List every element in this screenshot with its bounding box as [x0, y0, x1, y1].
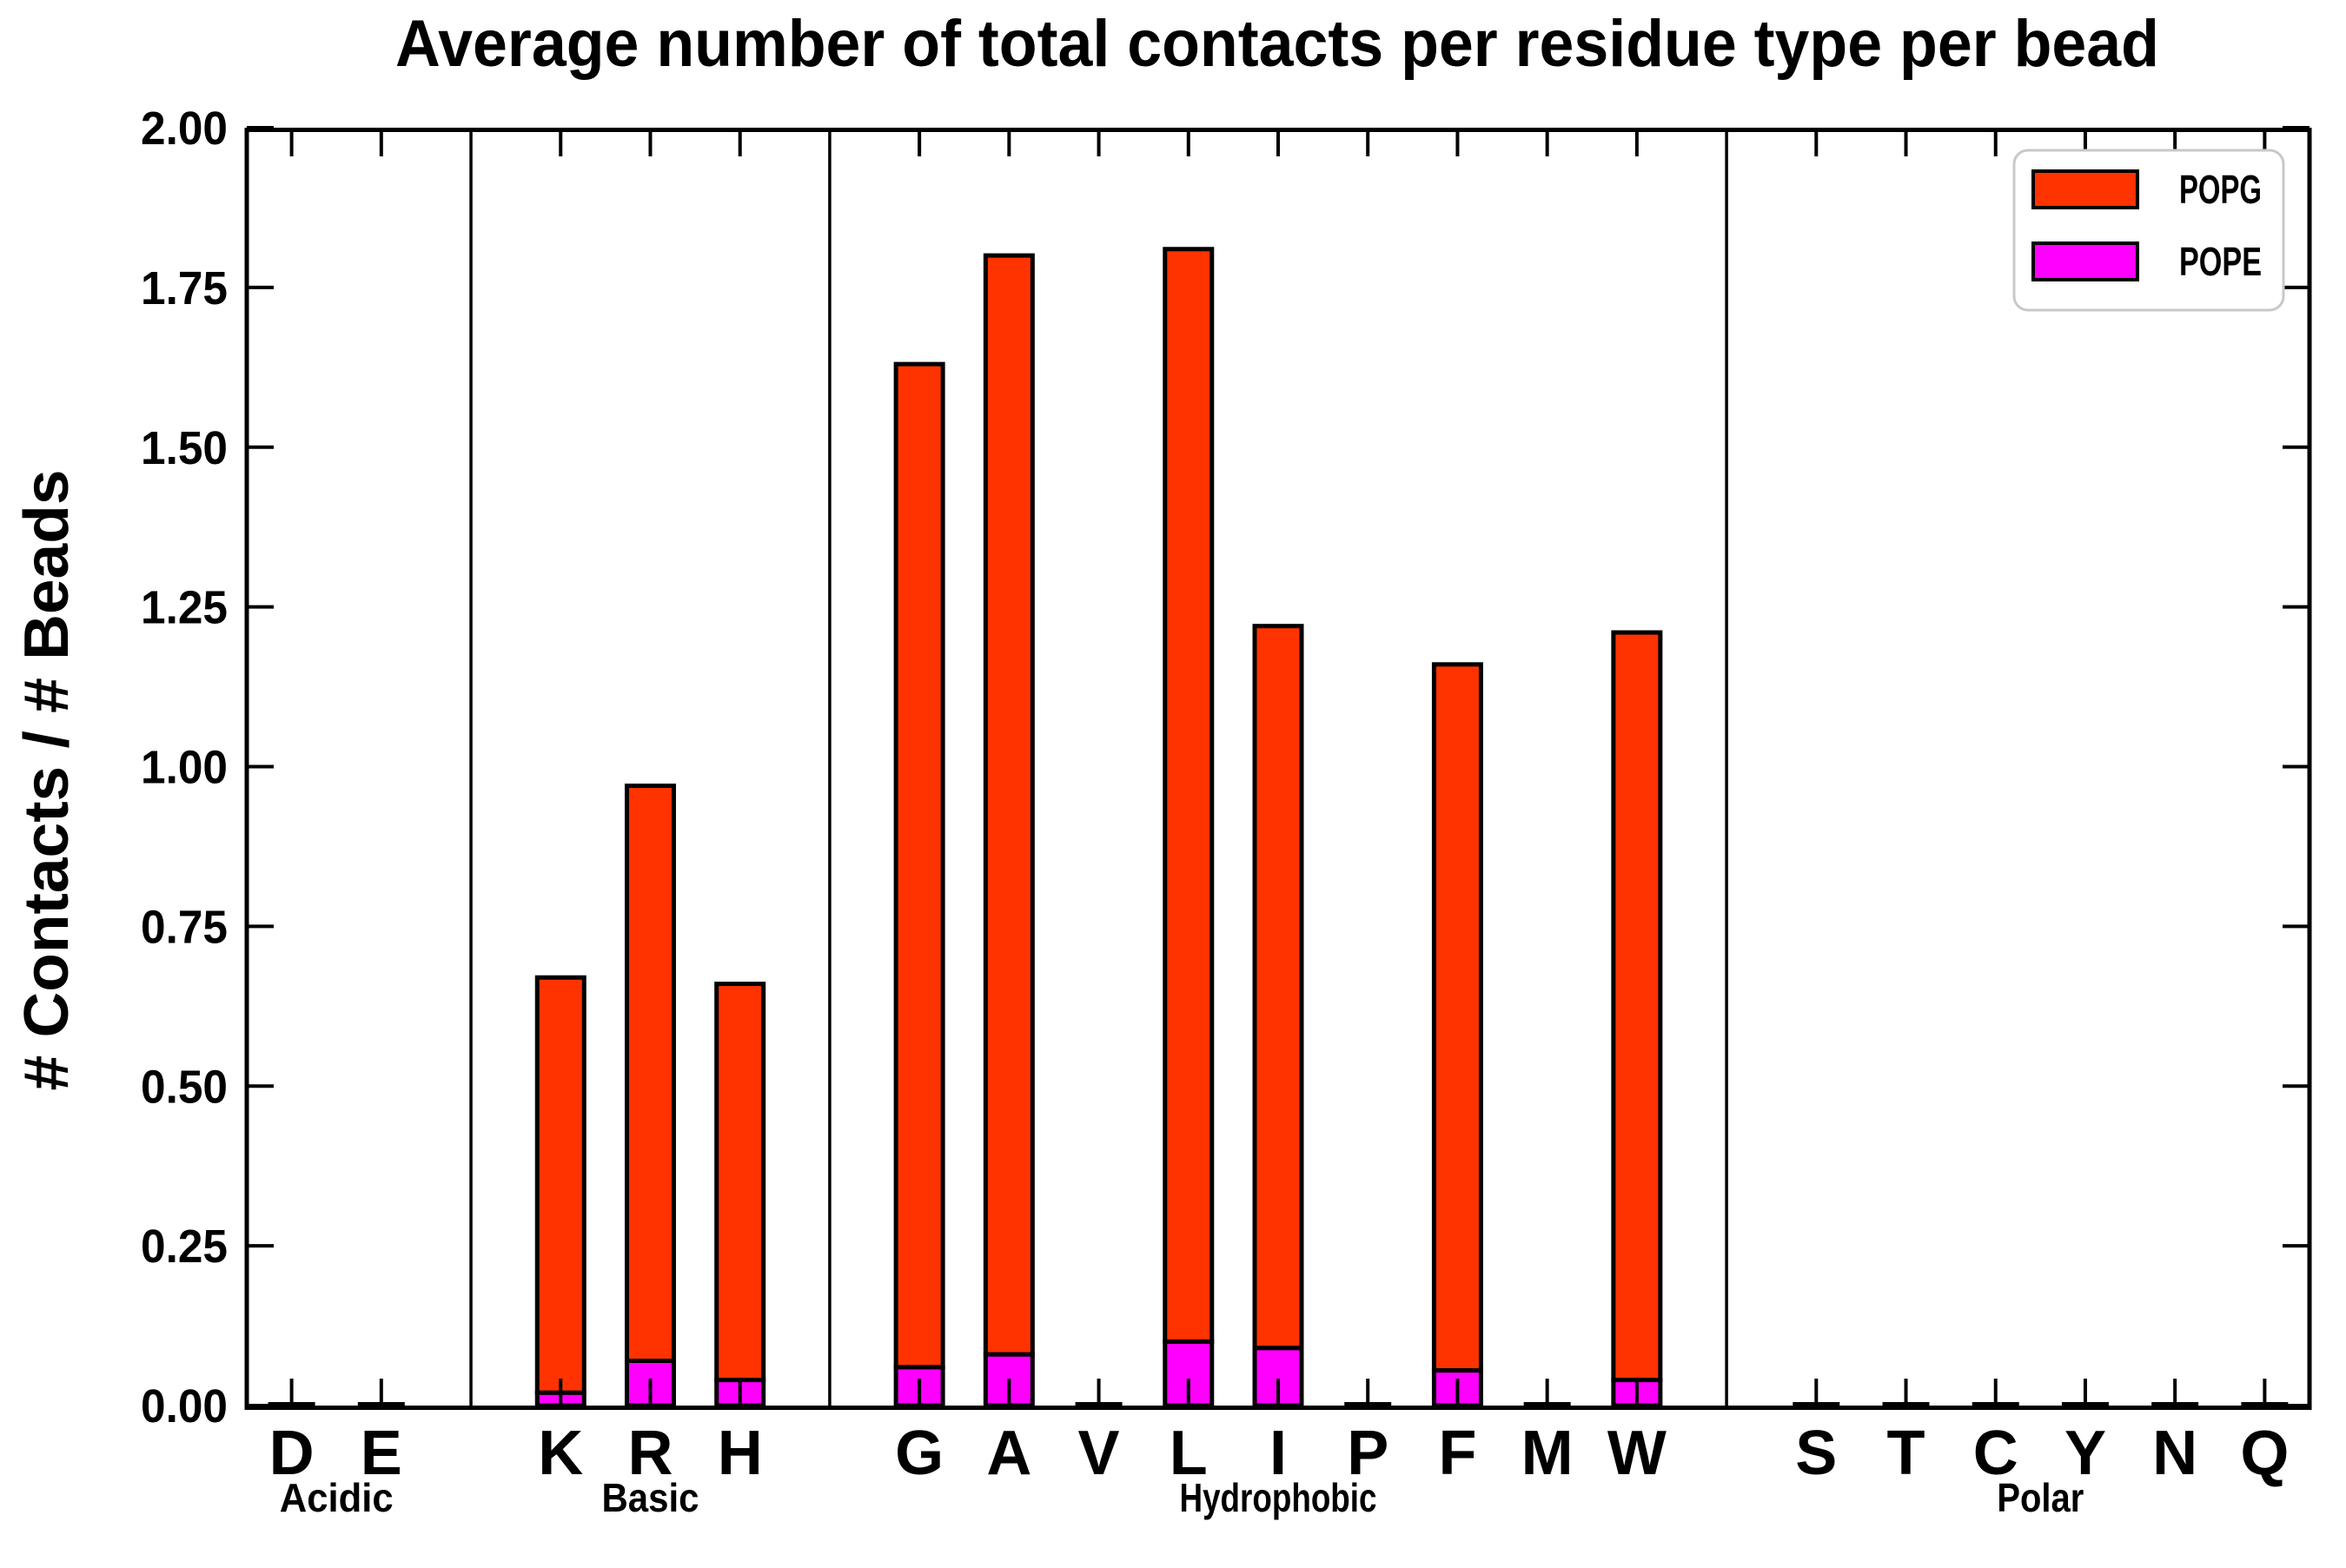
y-tick-label-0.50: 0.50: [141, 1061, 228, 1113]
x-category-label-C: C: [1973, 1419, 2018, 1488]
x-category-label-P: P: [1347, 1419, 1388, 1488]
y-tick-label-1.25: 1.25: [141, 582, 228, 634]
x-category-label-Y: Y: [2064, 1419, 2106, 1488]
x-category-label-R: R: [627, 1419, 673, 1488]
y-tick-labels-layer: 0.00 0.25 0.50 0.75 1.00 1.25 1.50 1.75 2.00: [141, 103, 228, 1432]
bar-G-popg: [893, 361, 945, 1370]
y-tick-label-1.00: 1.00: [141, 742, 228, 794]
bar-W-popg: [1611, 630, 1663, 1383]
x-category-label-G: G: [895, 1419, 944, 1488]
x-category-label-A: A: [986, 1419, 1031, 1488]
bar-L-popg: [1163, 247, 1215, 1344]
bar-I-popg: [1252, 624, 1304, 1351]
x-category-label-N: N: [2152, 1419, 2197, 1488]
y-axis-label: # Contacts / # Beads: [12, 470, 82, 1091]
x-category-label-Q: Q: [2240, 1419, 2289, 1488]
bar-R-popg: [624, 784, 676, 1364]
bar-K-popg: [534, 975, 586, 1395]
legend-label-popg: POPG: [2179, 167, 2262, 212]
x-category-label-K: K: [538, 1419, 583, 1488]
axis-spines-layer: [244, 128, 2312, 1410]
x-category-label-H: H: [718, 1419, 763, 1488]
x-category-label-S: S: [1795, 1419, 1837, 1488]
y-tick-label-2.00: 2.00: [141, 103, 228, 155]
x-category-label-V: V: [1078, 1419, 1120, 1488]
group-label-hydrophobic: Hydrophobic: [1180, 1475, 1377, 1520]
x-category-label-E: E: [361, 1419, 402, 1488]
group-label-polar: Polar: [1997, 1475, 2084, 1520]
legend-label-pope: POPE: [2179, 239, 2262, 284]
axis-ticks-layer: [247, 126, 2310, 1407]
group-label-acidic: Acidic: [280, 1475, 394, 1520]
x-category-label-I: I: [1269, 1419, 1287, 1488]
bar-H-popg: [714, 982, 766, 1383]
x-category-label-W: W: [1607, 1419, 1667, 1488]
legend-swatch-pope: [2031, 241, 2139, 281]
y-tick-label-0.00: 0.00: [141, 1380, 228, 1432]
x-category-label-F: F: [1438, 1419, 1476, 1488]
x-category-label-D: D: [269, 1419, 315, 1488]
x-category-label-M: M: [1521, 1419, 1574, 1488]
x-category-label-T: T: [1887, 1419, 1925, 1488]
y-tick-label-0.25: 0.25: [141, 1221, 228, 1273]
legend: POPG POPE: [2012, 149, 2285, 312]
group-label-basic: Basic: [601, 1475, 699, 1520]
bars-layer: [268, 247, 2289, 1408]
x-category-label-L: L: [1170, 1419, 1208, 1488]
bar-F-popg: [1431, 662, 1483, 1373]
y-tick-label-0.75: 0.75: [141, 901, 228, 953]
legend-swatch-popg: [2031, 169, 2139, 209]
bar-A-popg: [983, 253, 1035, 1357]
y-tick-label-1.75: 1.75: [141, 262, 228, 314]
y-tick-label-1.50: 1.50: [141, 422, 228, 474]
chart-title: Average number of total contacts per res…: [395, 7, 2159, 81]
